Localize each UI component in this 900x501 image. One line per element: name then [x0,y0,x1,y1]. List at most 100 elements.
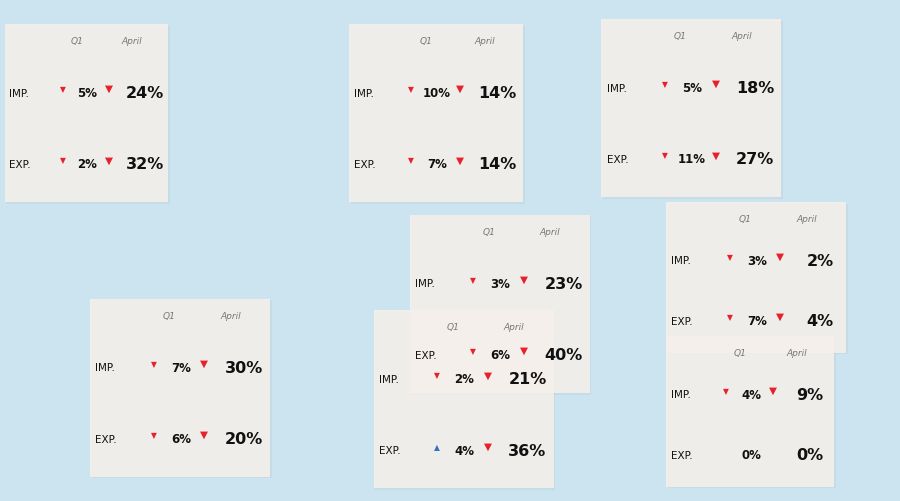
Text: 14%: 14% [479,157,517,172]
Text: ▼: ▼ [712,150,719,160]
Text: 14%: 14% [479,86,517,101]
Text: April: April [796,215,816,224]
Text: 7%: 7% [747,315,767,327]
Text: 30%: 30% [225,360,263,375]
FancyBboxPatch shape [374,311,554,488]
Text: EXP.: EXP. [355,160,376,170]
Text: ▼: ▼ [471,347,476,356]
Text: April: April [787,349,807,358]
Text: ▼: ▼ [769,385,777,395]
Text: 11%: 11% [678,153,707,166]
Text: 4%: 4% [806,314,833,328]
Text: 5%: 5% [682,82,702,95]
Text: IMP.: IMP. [415,279,435,289]
Text: EXP.: EXP. [9,160,31,170]
Text: IMP.: IMP. [95,363,115,373]
Text: IMP.: IMP. [671,390,691,399]
Text: April: April [474,37,495,46]
Text: 32%: 32% [125,157,164,172]
Text: EXP.: EXP. [415,350,436,360]
Text: ▼: ▼ [727,313,733,321]
Text: 4%: 4% [741,388,761,401]
Text: 7%: 7% [171,361,191,374]
Text: ▼: ▼ [151,359,157,368]
Text: ▼: ▼ [201,358,208,368]
Text: 27%: 27% [736,152,774,167]
Text: 23%: 23% [544,277,582,292]
Text: ▼: ▼ [662,151,668,160]
Text: ▼: ▼ [408,85,414,94]
FancyBboxPatch shape [668,204,848,355]
FancyBboxPatch shape [375,312,555,490]
Text: 0%: 0% [796,447,824,462]
FancyBboxPatch shape [411,217,591,395]
Text: ▼: ▼ [201,429,208,439]
Text: 18%: 18% [736,81,774,96]
Text: ▼: ▼ [455,155,464,165]
FancyBboxPatch shape [92,301,272,478]
Text: 40%: 40% [544,348,582,363]
Text: Q1: Q1 [482,227,495,236]
Text: ▼: ▼ [727,253,733,261]
Text: ▼: ▼ [712,79,719,89]
Text: Q1: Q1 [446,323,459,332]
Text: ▼: ▼ [662,80,668,89]
FancyBboxPatch shape [4,25,168,203]
FancyBboxPatch shape [666,203,846,353]
Text: ▲: ▲ [435,442,440,451]
Text: ▼: ▼ [484,370,491,380]
Text: April: April [122,37,142,46]
Text: Q1: Q1 [70,37,83,46]
Text: 3%: 3% [747,255,767,267]
Text: ▼: ▼ [408,156,414,165]
FancyBboxPatch shape [603,22,783,199]
Text: IMP.: IMP. [379,374,399,384]
Text: Q1: Q1 [674,32,687,41]
Text: EXP.: EXP. [671,450,693,459]
Text: ▼: ▼ [435,371,440,380]
Text: Q1: Q1 [734,349,746,358]
Text: April: April [504,323,524,332]
Text: ▼: ▼ [520,346,527,356]
Text: Q1: Q1 [163,311,176,320]
Text: ▼: ▼ [777,312,784,321]
Text: April: April [732,32,752,41]
FancyBboxPatch shape [666,337,834,487]
FancyBboxPatch shape [90,299,270,477]
FancyBboxPatch shape [668,338,836,488]
Text: 9%: 9% [796,387,824,402]
Text: ▼: ▼ [104,155,112,165]
Text: ▼: ▼ [151,430,157,439]
Text: ▼: ▼ [455,84,464,94]
FancyBboxPatch shape [351,27,525,204]
Text: EXP.: EXP. [379,445,400,455]
Text: ▼: ▼ [723,386,729,395]
Text: ▼: ▼ [484,441,491,451]
Text: 36%: 36% [508,443,546,458]
Text: ▼: ▼ [777,252,784,261]
Text: April: April [540,227,560,236]
Text: 10%: 10% [423,87,451,100]
Text: 20%: 20% [225,431,263,446]
Text: IMP.: IMP. [355,89,374,99]
Text: ▼: ▼ [59,156,66,165]
Text: Q1: Q1 [739,215,752,224]
Text: ▼: ▼ [471,276,476,285]
Text: IMP.: IMP. [9,89,30,99]
Text: 2%: 2% [806,254,833,268]
Text: 3%: 3% [491,278,510,291]
Text: 24%: 24% [125,86,164,101]
Text: IMP.: IMP. [607,84,626,94]
Text: EXP.: EXP. [95,434,117,444]
Text: 6%: 6% [491,349,510,362]
Text: 5%: 5% [77,87,97,100]
FancyBboxPatch shape [601,20,781,198]
Text: 0%: 0% [741,448,760,461]
Text: Q1: Q1 [419,37,432,46]
Text: ▼: ▼ [520,275,527,285]
Text: April: April [220,311,240,320]
Text: EXP.: EXP. [671,316,693,326]
Text: ▼: ▼ [59,85,66,94]
Text: 2%: 2% [77,158,97,171]
FancyBboxPatch shape [349,25,523,203]
